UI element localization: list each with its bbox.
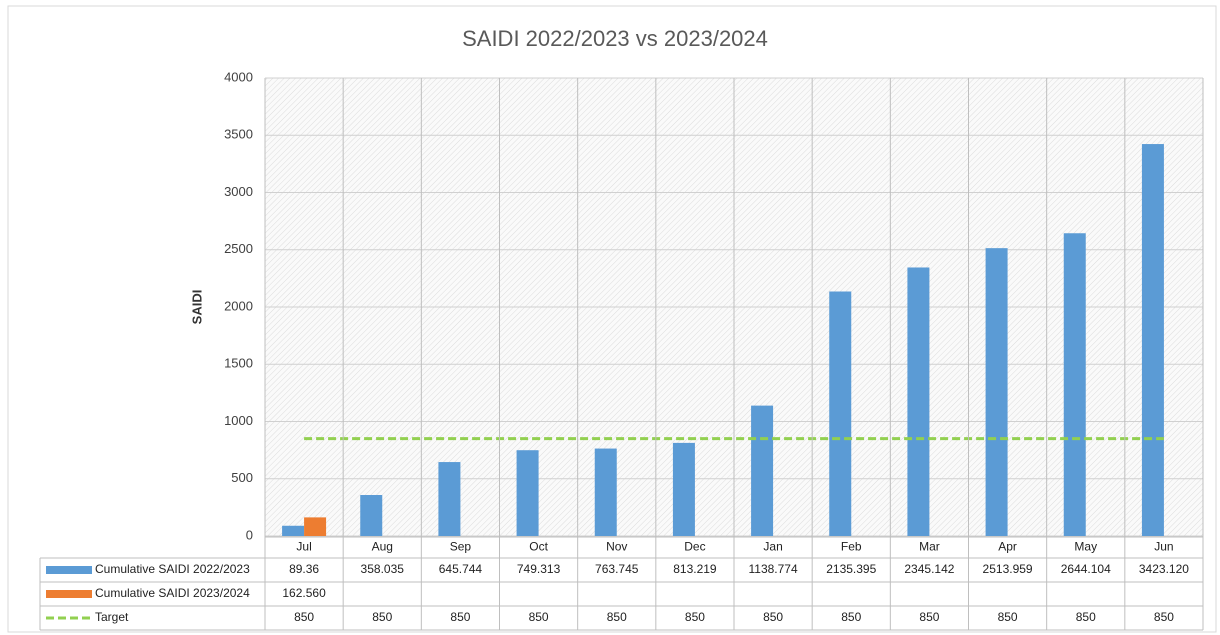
y-tick-label: 2000 (224, 298, 253, 313)
table-value: 850 (1154, 610, 1174, 624)
table-value: 763.745 (595, 562, 639, 576)
table-value: 850 (841, 610, 861, 624)
table-value: 2345.142 (904, 562, 954, 576)
bar (751, 405, 774, 536)
table-value: 850 (998, 610, 1018, 624)
bar (594, 448, 617, 536)
y-tick-label: 1000 (224, 413, 253, 428)
table-value: 162.560 (282, 586, 326, 600)
table-value: 645.744 (439, 562, 483, 576)
x-tick-label: Jan (763, 540, 782, 554)
x-tick-label: Dec (684, 540, 705, 554)
bar (360, 495, 383, 536)
legend-label: Cumulative SAIDI 2022/2023 (95, 562, 250, 576)
table-value: 749.313 (517, 562, 561, 576)
table-value: 2135.395 (826, 562, 876, 576)
legend-swatch (46, 590, 92, 598)
x-tick-label: Oct (529, 540, 548, 554)
x-tick-label: Sep (450, 540, 472, 554)
y-axis-label: SAIDI (189, 290, 204, 325)
y-tick-label: 500 (231, 470, 253, 485)
bar (282, 525, 305, 536)
table-value: 358.035 (361, 562, 405, 576)
x-tick-label: Jun (1154, 540, 1173, 554)
chart-title: SAIDI 2022/2023 vs 2023/2024 (462, 26, 768, 51)
x-tick-label: Apr (998, 540, 1017, 554)
table-value: 2644.104 (1061, 562, 1111, 576)
x-tick-label: Mar (919, 540, 940, 554)
table-value: 850 (919, 610, 939, 624)
table-value: 89.36 (289, 562, 319, 576)
bar (672, 442, 695, 536)
table-value: 850 (294, 610, 314, 624)
bar (985, 248, 1008, 537)
table-value: 850 (685, 610, 705, 624)
table-value: 850 (763, 610, 783, 624)
x-tick-label: Feb (841, 540, 862, 554)
x-tick-label: Aug (372, 540, 393, 554)
legend-swatch (46, 566, 92, 574)
y-tick-label: 1500 (224, 356, 253, 371)
table-value: 1138.774 (748, 562, 797, 576)
legend-label: Target (95, 610, 129, 624)
table-value: 850 (372, 610, 392, 624)
table-value: 850 (607, 610, 627, 624)
table-value: 3423.120 (1139, 562, 1189, 576)
y-tick-label: 0 (246, 527, 253, 542)
bar (1141, 144, 1164, 536)
x-tick-label: Jul (296, 540, 311, 554)
x-tick-label: May (1074, 540, 1097, 554)
y-tick-label: 4000 (224, 69, 253, 84)
table-value: 850 (1076, 610, 1096, 624)
bar (1063, 233, 1086, 536)
bar (516, 450, 539, 536)
y-tick-label: 3500 (224, 127, 253, 142)
bar (829, 291, 852, 536)
bar (907, 267, 930, 536)
legend-label: Cumulative SAIDI 2023/2024 (95, 586, 250, 600)
table-value: 850 (529, 610, 549, 624)
table-value: 2513.959 (983, 562, 1033, 576)
y-tick-label: 2500 (224, 241, 253, 256)
table-value: 813.219 (673, 562, 717, 576)
y-tick-label: 3000 (224, 184, 253, 199)
x-tick-label: Nov (606, 540, 627, 554)
bar (438, 462, 461, 536)
table-value: 850 (450, 610, 470, 624)
bar (304, 517, 327, 536)
